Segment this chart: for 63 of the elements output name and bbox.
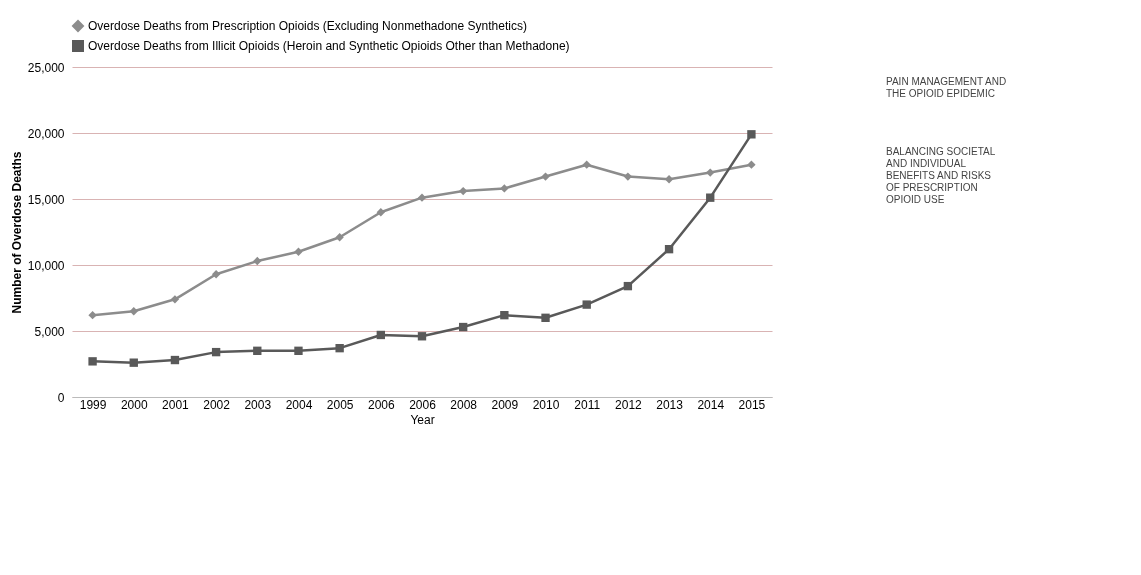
point xyxy=(623,281,633,291)
point xyxy=(417,332,427,341)
x-tick-label: 2015 xyxy=(738,397,766,412)
y-tick-label: 20,000 xyxy=(27,126,65,141)
x-tick-label: 2012 xyxy=(615,397,643,412)
y-tick-label: 5,000 xyxy=(34,324,65,339)
point xyxy=(253,346,262,355)
text: PAIN MANAGEMENT AND THE OPIOID EPIDEMIC xyxy=(886,76,1007,99)
x-tick-label: 2003 xyxy=(244,397,272,412)
y-tick-label: 15,000 xyxy=(27,192,65,207)
x-tick-label: 1999 xyxy=(79,397,107,412)
x-tick-label: 2001 xyxy=(162,397,190,412)
point xyxy=(706,168,715,177)
y-axis-title: Number of Overdose Deaths xyxy=(9,151,24,314)
y-tick-label: 0 xyxy=(57,390,65,405)
point xyxy=(88,310,97,320)
x-tick-label: 2004 xyxy=(285,397,313,412)
point xyxy=(376,330,386,340)
point xyxy=(541,313,550,322)
x-tick-label: 2000 xyxy=(120,397,148,412)
x-tick-label: 2006 xyxy=(367,397,395,412)
point xyxy=(664,244,674,254)
point xyxy=(335,343,344,353)
x-tick-label: 2009 xyxy=(491,397,519,412)
y-tick-label: 10,000 xyxy=(27,258,65,273)
point xyxy=(541,172,550,181)
point xyxy=(623,172,633,181)
point xyxy=(582,160,591,169)
point xyxy=(458,322,468,332)
x-tick-label: 2006 xyxy=(409,397,437,412)
x-tick-label: 2002 xyxy=(203,397,231,412)
x-tick-label: 2013 xyxy=(656,397,684,412)
point xyxy=(376,208,386,217)
point xyxy=(170,355,180,365)
legend-label: Overdose Deaths from Prescription Opioids (Excluding Nonmethadone Synthetics) xyxy=(88,19,527,33)
x-tick-label: 2011 xyxy=(574,397,601,412)
point xyxy=(211,270,221,279)
point xyxy=(211,347,221,357)
point xyxy=(706,193,715,202)
point xyxy=(664,175,674,184)
point xyxy=(294,247,303,256)
point xyxy=(747,160,756,169)
y-tick-label: 25,000 xyxy=(27,60,65,75)
point xyxy=(335,233,344,242)
point xyxy=(253,256,262,266)
point xyxy=(747,130,756,139)
point xyxy=(129,358,138,367)
point xyxy=(294,346,303,355)
point xyxy=(88,357,97,366)
point xyxy=(458,186,468,196)
point xyxy=(417,193,427,202)
x-tick-label: 2005 xyxy=(326,397,354,412)
point xyxy=(170,295,180,304)
legend-label: Overdose Deaths from Illicit Opioids (Heroin and Synthetic Opioids Other than Methadone) xyxy=(88,39,570,53)
point xyxy=(582,300,591,309)
point xyxy=(129,307,138,316)
x-axis-title: Year xyxy=(410,412,435,427)
x-tick-label: 2010 xyxy=(532,397,560,412)
point xyxy=(500,184,509,193)
x-tick-label: 2014 xyxy=(697,397,725,412)
x-tick-label: 2008 xyxy=(450,397,478,412)
text: BALANCING SOCIETAL AND INDIVIDUAL BENEFITS AND RISKS OF PRESCRIPTION OPIOID USE xyxy=(886,146,996,205)
point xyxy=(500,310,509,320)
